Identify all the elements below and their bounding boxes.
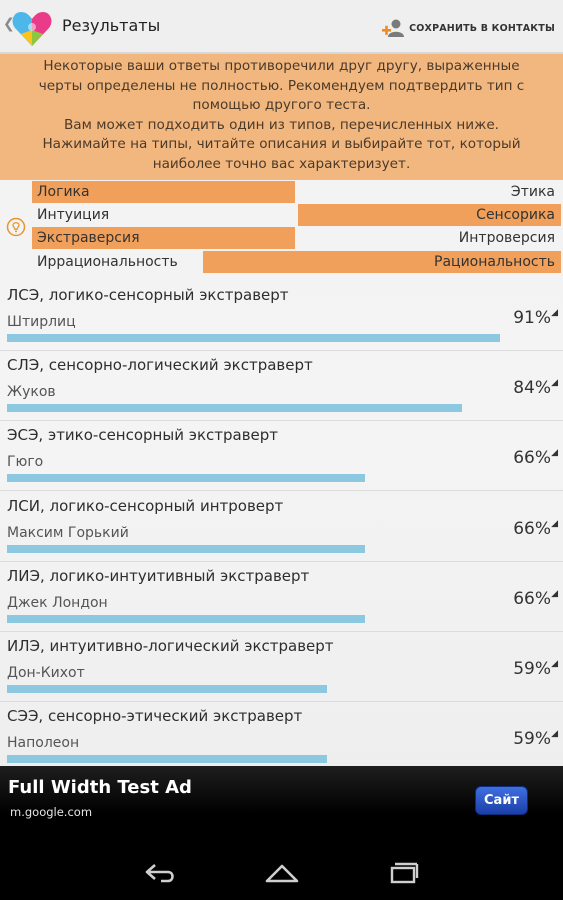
type-person: Дон-Кихот <box>7 664 85 681</box>
trait-bar <box>32 181 295 203</box>
corner-arrow-icon: ◢ <box>551 308 558 318</box>
type-title: ЭСЭ, этико-сенсорный экстраверт <box>7 426 279 445</box>
match-bar <box>7 544 365 553</box>
trait-row-logic-ethics[interactable]: Логика Этика <box>32 181 561 203</box>
divider <box>0 420 563 422</box>
ad-site-button[interactable]: Сайт <box>475 786 528 815</box>
chevron-left-icon[interactable]: ❮ <box>3 16 15 32</box>
type-title: ИЛЭ, интуитивно-логический экстраверт <box>7 636 334 655</box>
divider <box>0 490 563 492</box>
type-title: ЛСЭ, логико-сенсорный экстраверт <box>7 286 289 304</box>
nav-recents-icon[interactable] <box>383 861 423 885</box>
type-results-list: ЛСЭ, логико-сенсорный экстраверт Штирлиц… <box>0 286 563 777</box>
match-bar <box>7 404 462 413</box>
trait-bar <box>203 251 561 273</box>
type-title: ЛИЭ, логико-интуитивный экстраверт <box>7 566 310 585</box>
trait-bar <box>32 227 295 249</box>
corner-arrow-icon: ◢ <box>551 448 558 459</box>
inconsistency-notice: Некоторые ваши ответы противоречили друг… <box>0 54 563 180</box>
type-person: Жуков <box>7 384 56 401</box>
action-bar: ❮ Результаты СОХРАНИТЬ В КОНТАКТЫ <box>0 0 563 54</box>
result-item[interactable]: ЛСИ, логико-сенсорный интроверт Максим Г… <box>0 497 563 567</box>
result-item[interactable]: ЭСЭ, этико-сенсорный экстраверт Гюго 66%… <box>0 426 563 496</box>
result-item[interactable]: ЛИЭ, логико-интуитивный экстраверт Джек … <box>0 567 563 637</box>
notice-line: Вам может подходить один из типов, переч… <box>63 116 500 133</box>
notice-line: Некоторые ваши ответы противоречили друг… <box>43 58 520 74</box>
notice-line: Нажимайте на типы, читайте описания и вы… <box>42 136 521 152</box>
nav-home-icon[interactable] <box>262 861 302 885</box>
system-nav-bar <box>0 846 563 900</box>
notice-line: помощью другого теста. <box>192 97 371 113</box>
type-person: Наполеон <box>7 735 80 752</box>
match-percent: 59% <box>513 658 551 679</box>
corner-arrow-icon: ◢ <box>551 588 558 599</box>
add-contact-icon <box>382 19 405 37</box>
save-to-contacts-button[interactable]: СОХРАНИТЬ В КОНТАКТЫ <box>381 17 555 39</box>
type-title: ЛСИ, логико-сенсорный интроверт <box>7 496 284 515</box>
corner-arrow-icon: ◢ <box>551 729 558 740</box>
divider <box>0 350 563 351</box>
result-item[interactable]: СЛЭ, сенсорно-логический экстраверт Жуко… <box>0 356 563 426</box>
match-bar <box>7 684 327 693</box>
match-bar <box>7 755 327 764</box>
result-item[interactable]: СЭЭ, сенсорно-этический экстраверт Напол… <box>0 707 563 777</box>
trait-left-label: Интуиция <box>37 207 110 223</box>
heart-puzzle-logo[interactable] <box>11 8 53 48</box>
trait-row-extraversion-introversion[interactable]: Экстраверсия Интроверсия <box>32 227 561 249</box>
type-title: СЭЭ, сенсорно-этический экстраверт <box>7 707 303 726</box>
trait-row-intuition-sensing[interactable]: Интуиция Сенсорика <box>32 204 561 226</box>
match-percent: 84% <box>513 378 551 399</box>
divider <box>0 630 563 632</box>
match-percent: 59% <box>513 729 551 750</box>
match-bar <box>7 614 365 623</box>
save-to-contacts-label: СОХРАНИТЬ В КОНТАКТЫ <box>409 22 555 34</box>
trait-right-label: Сенсорика <box>476 207 555 223</box>
type-person: Штирлиц <box>7 314 76 330</box>
trait-right-label: Интроверсия <box>458 230 555 246</box>
result-item[interactable]: ЛСЭ, логико-сенсорный экстраверт Штирлиц… <box>0 286 563 356</box>
match-percent: 66% <box>513 518 551 539</box>
type-person: Максим Горький <box>7 524 129 541</box>
type-person: Гюго <box>7 454 44 471</box>
match-bar <box>7 334 500 342</box>
type-title: СЛЭ, сенсорно-логический экстраверт <box>7 356 313 375</box>
corner-arrow-icon: ◢ <box>551 378 558 389</box>
trait-left-label: Логика <box>37 184 90 200</box>
ad-title[interactable]: Full Width Test Ad <box>8 777 192 798</box>
ad-banner[interactable]: Full Width Test Ad m.google.com Сайт <box>0 766 563 846</box>
corner-arrow-icon: ◢ <box>551 658 558 669</box>
trait-row-irrational-rational[interactable]: Иррациональность Рациональность <box>32 251 561 273</box>
page-title: Результаты <box>62 16 161 35</box>
notice-line: наиболее точно вас характеризует. <box>152 155 411 172</box>
type-person: Джек Лондон <box>7 594 108 611</box>
trait-right-label: Рациональность <box>434 254 555 270</box>
lightbulb-icon[interactable] <box>6 217 26 237</box>
trait-bar <box>298 204 561 226</box>
trait-left-label: Иррациональность <box>37 254 178 270</box>
divider <box>0 700 563 702</box>
nav-back-icon[interactable] <box>141 861 181 885</box>
match-bar <box>7 474 365 483</box>
match-percent: 66% <box>513 588 551 609</box>
notice-line: черты определены не полностью. Рекоменду… <box>38 77 525 94</box>
trait-scales: Логика Этика Интуиция Сенсорика Экстраве… <box>0 181 563 274</box>
trait-right-label: Этика <box>510 184 555 200</box>
ad-url[interactable]: m.google.com <box>10 805 93 819</box>
trait-left-label: Экстраверсия <box>37 230 140 246</box>
match-percent: 91% <box>513 308 551 328</box>
result-item[interactable]: ИЛЭ, интуитивно-логический экстраверт До… <box>0 637 563 707</box>
divider <box>0 560 563 562</box>
corner-arrow-icon: ◢ <box>551 518 558 529</box>
match-percent: 66% <box>513 448 551 469</box>
